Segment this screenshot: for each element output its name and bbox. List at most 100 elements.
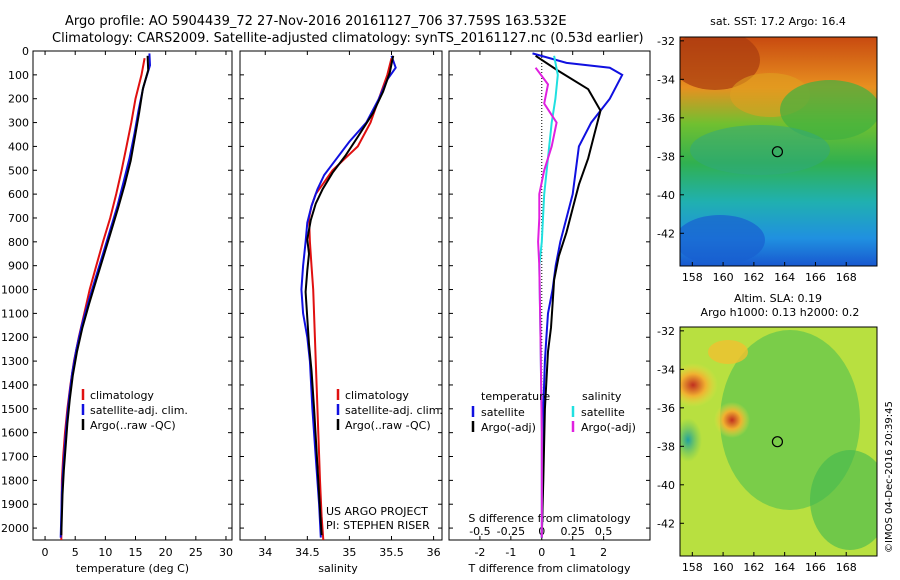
legend-entry: climatology: [90, 389, 154, 402]
plot-frame: [239, 50, 443, 541]
sst-map: sat. SST: 17.2 Argo: 16.4 158 160 162 164 16…: [657, 15, 878, 284]
depth-tick-label: 300: [8, 117, 29, 130]
sla-map-ticks: 158 160 162 164 166 168 -32 -34 -36 -38 -40 -42: [657, 325, 857, 574]
sla-map-subtitle: Argo h1000: 0.13 h2000: 0.2: [701, 306, 860, 319]
legend-entry: satellite-adj. clim.: [90, 404, 188, 417]
plot-frame: [32, 50, 233, 541]
x-tick-label: 5: [72, 546, 79, 559]
series-line-satellite-adj-clim-: [300, 55, 397, 538]
sla-low-anomaly: [680, 418, 702, 462]
x-tick-label: 2: [600, 546, 607, 559]
legend-entry: Argo(-adj): [481, 421, 536, 434]
sla-map: Altim. SLA: 0.19 Argo h1000: 0.13 h2000:…: [657, 292, 878, 574]
x-tick-label: 30: [219, 546, 233, 559]
depth-tick-label: 1100: [1, 307, 29, 320]
x-axis-label: salinity: [318, 562, 358, 575]
figure-title-line2: Climatology: CARS2009. Satellite-adjuste…: [52, 31, 644, 46]
depth-tick-label: 1800: [1, 474, 29, 487]
depth-tick-label: 1400: [1, 379, 29, 392]
map-y-tick-label: -34: [657, 73, 675, 86]
sla-map-title: Altim. SLA: 0.19: [734, 292, 822, 305]
map-x-tick-label: 160: [713, 561, 734, 574]
sla-map-frame: [679, 326, 878, 557]
x-tick-label: 34: [258, 546, 272, 559]
legend-entry: Argo(..raw -QC): [345, 419, 431, 432]
map-x-tick-label: 162: [743, 561, 764, 574]
map-y-tick-label: -40: [657, 479, 675, 492]
depth-tick-label: 1900: [1, 498, 29, 511]
map-y-tick-label: -36: [657, 112, 675, 125]
depth-tick-label: 200: [8, 93, 29, 106]
sst-map-frame: [679, 36, 878, 267]
x-tick-label: -2: [474, 546, 485, 559]
x-tick-label: 25: [189, 546, 203, 559]
sla-high-anomaly-3: [708, 340, 748, 364]
series-line-salinity-argo-adj-: [534, 67, 558, 538]
map-x-tick-label: 168: [836, 561, 857, 574]
map-y-tick-label: -40: [657, 189, 675, 202]
map-x-tick-label: 158: [682, 271, 703, 284]
x-tick-label: 36: [427, 546, 441, 559]
map-y-tick-label: -38: [657, 440, 675, 453]
legend-entry: satellite-adj. clim.: [345, 404, 443, 417]
map-x-tick-label: 166: [805, 561, 826, 574]
sst-teal-patch: [690, 125, 830, 175]
x-tick-label: 20: [159, 546, 173, 559]
legend-entry: Argo(..raw -QC): [90, 419, 176, 432]
credit-label: ©IMOS 04-Dec-2016 20:39:45: [884, 401, 895, 553]
sla-high-anomaly: [680, 363, 718, 407]
map-x-tick-label: 166: [805, 271, 826, 284]
map-x-tick-label: 164: [774, 271, 795, 284]
series-line-argo-raw-qc-: [60, 55, 150, 536]
sst-warm-patch: [680, 37, 760, 90]
map-y-tick-label: -42: [657, 517, 675, 530]
depth-tick-label: 900: [8, 260, 29, 273]
series-line-temperature-satellite: [532, 52, 624, 538]
legend-entry: Argo(-adj): [581, 421, 636, 434]
legend-title-temperature: temperature: [481, 390, 550, 403]
legend-title-salinity: salinity: [582, 390, 622, 403]
salinity-panel: 34 34.5 35 35.5 36 salinity climatology satelli…: [239, 50, 443, 575]
x-tick-label: 34.5: [295, 546, 320, 559]
depth-tick-label: 700: [8, 212, 29, 225]
salinity-diff-tick-label: 0.5: [595, 525, 613, 538]
depth-tick-label: 1200: [1, 331, 29, 344]
depth-tick-label: 500: [8, 164, 29, 177]
map-y-tick-label: -32: [657, 325, 675, 338]
depth-tick-label: 1700: [1, 451, 29, 464]
map-y-tick-label: -38: [657, 150, 675, 163]
series-line-temperature-argo-adj-: [535, 54, 602, 536]
map-x-tick-label: 158: [682, 561, 703, 574]
depth-tick-label: 1500: [1, 403, 29, 416]
sla-high-anomaly-2: [714, 402, 750, 438]
map-y-tick-label: -32: [657, 35, 675, 48]
sla-green-band-2: [810, 450, 877, 550]
depth-tick-label: 2000: [1, 522, 29, 535]
depth-tick-label: 600: [8, 188, 29, 201]
sst-green-patch: [780, 80, 877, 140]
depth-tick-label: 100: [8, 69, 29, 82]
legend-entry: climatology: [345, 389, 409, 402]
x-axis-label: temperature (deg C): [76, 562, 189, 575]
map-y-tick-label: -36: [657, 402, 675, 415]
figure-title-line1: Argo profile: AO 5904439_72 27-Nov-2016 …: [65, 14, 567, 29]
x-tick-label: -1: [505, 546, 516, 559]
temperature-panel: 0100200300400500600700800900100011001200…: [1, 45, 233, 575]
depth-tick-label: 1600: [1, 427, 29, 440]
salinity-diff-tick-label: -0.5: [469, 525, 490, 538]
sst-map-title: sat. SST: 17.2 Argo: 16.4: [710, 15, 846, 28]
project-annotation: US ARGO PROJECT: [326, 505, 428, 518]
depth-tick-label: 0: [22, 45, 29, 58]
depth-tick-label: 1300: [1, 355, 29, 368]
map-x-tick-label: 168: [836, 271, 857, 284]
salinity-diff-tick-label: -0.25: [497, 525, 525, 538]
legend-entry: satellite: [581, 406, 625, 419]
map-y-tick-label: -34: [657, 363, 675, 376]
sla-argo-location-marker: [771, 436, 784, 448]
map-y-tick-label: -42: [657, 227, 675, 240]
x-tick-label: 0: [42, 546, 49, 559]
depth-tick-label: 800: [8, 236, 29, 249]
x-tick-label: 10: [98, 546, 112, 559]
x-tick-label: 1: [569, 546, 576, 559]
